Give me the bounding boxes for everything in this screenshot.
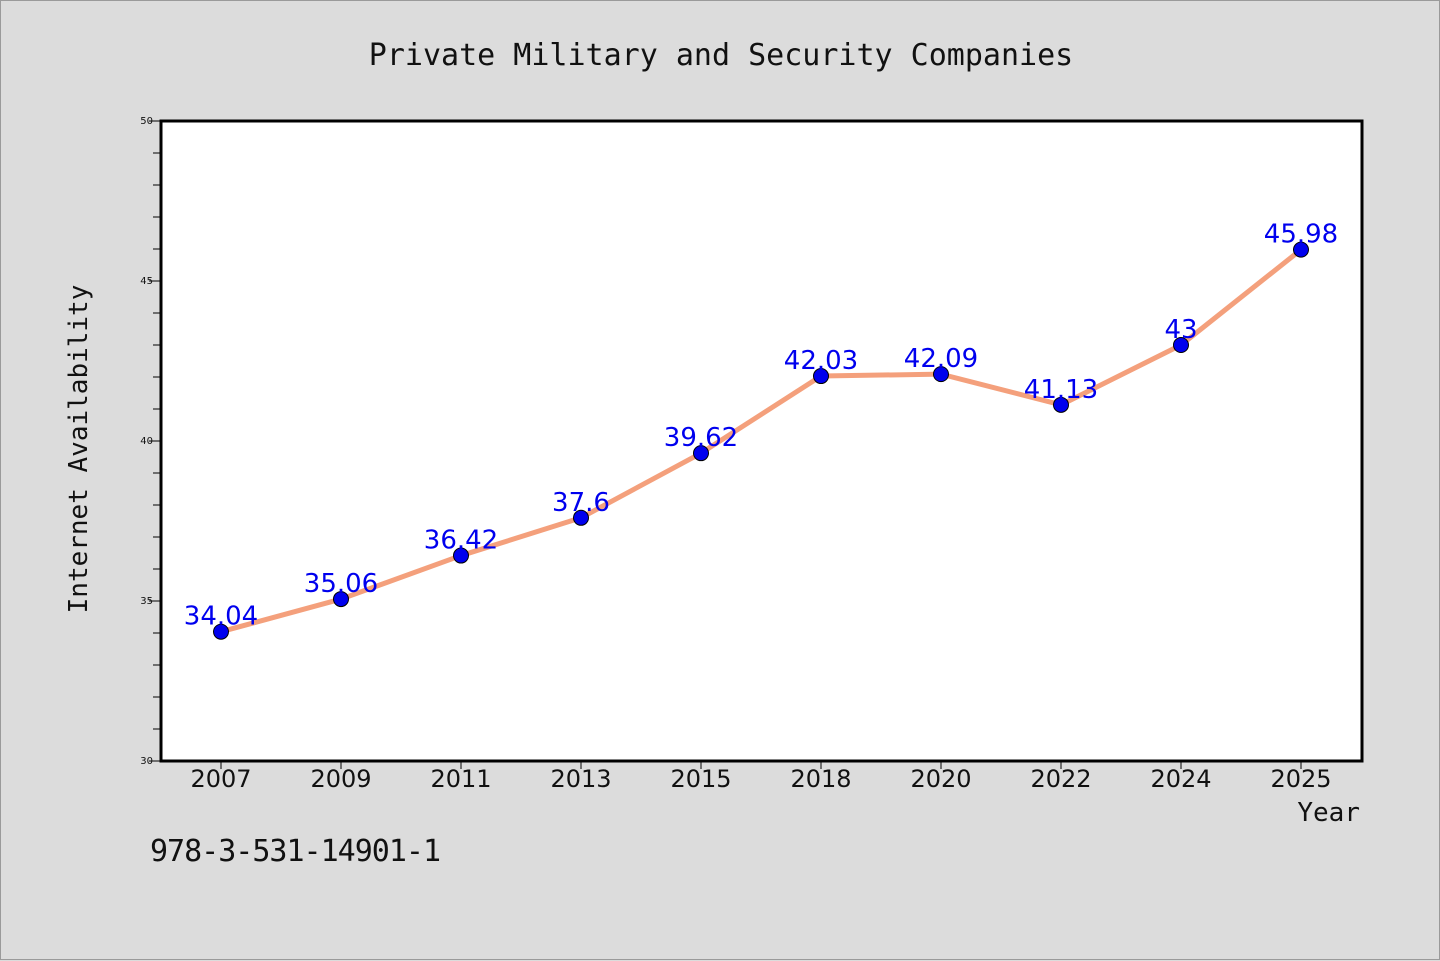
- x-tick-label: 2025: [1270, 765, 1331, 793]
- data-label: 34.04: [184, 602, 258, 632]
- data-label: 42.09: [904, 344, 978, 374]
- y-tick-label: 50: [140, 116, 153, 127]
- data-label: 41.13: [1024, 375, 1098, 405]
- chart-title: Private Military and Security Companies: [369, 38, 1073, 73]
- data-point: [333, 591, 349, 608]
- data-point: [813, 368, 829, 385]
- data-point: [453, 547, 469, 564]
- data-label: 37.6: [552, 488, 610, 518]
- x-tick-label: 2020: [910, 765, 971, 793]
- data-label: 35.06: [304, 569, 378, 599]
- y-tick-label: 30: [140, 756, 153, 767]
- x-tick-label: 2015: [670, 765, 731, 793]
- y-axis-label: Internet Availability: [64, 285, 94, 614]
- data-point: [213, 623, 229, 640]
- series-layer: 34.04 35.06 36.42 37.6 39.62 42.03 42.09 41.13 4…: [184, 220, 1338, 640]
- x-tick-label: 2024: [1150, 765, 1211, 793]
- data-point: [693, 445, 709, 462]
- data-point: [1053, 396, 1069, 413]
- data-label: 36.42: [424, 526, 498, 556]
- x-tick-label: 2007: [190, 765, 251, 793]
- x-axis: 2007 2009 2011 2013 2015 2018 2020 2022 2024 2025: [190, 761, 1332, 793]
- y-tick-label: 35: [140, 596, 153, 607]
- data-label: 42.03: [784, 346, 858, 376]
- data-point: [1293, 241, 1309, 258]
- y-axis: 30 35 40 45 50: [140, 116, 161, 767]
- data-label: 43: [1164, 315, 1197, 345]
- data-point: [573, 509, 589, 526]
- data-point: [1173, 337, 1189, 353]
- x-axis-label: Year: [1297, 798, 1360, 828]
- footer-code: 978-3-531-14901-1: [150, 834, 441, 869]
- y-tick-label: 45: [140, 276, 153, 287]
- y-tick-label: 40: [140, 436, 153, 447]
- data-point: [933, 366, 949, 383]
- x-tick-label: 2011: [430, 765, 491, 793]
- x-tick-label: 2022: [1030, 765, 1091, 793]
- plot-area: [159, 119, 1364, 763]
- data-label: 39.62: [664, 423, 738, 453]
- x-tick-label: 2013: [550, 765, 611, 793]
- series-line: [218, 247, 1304, 635]
- x-tick-label: 2009: [310, 765, 371, 793]
- data-label: 45.98: [1264, 220, 1338, 250]
- x-tick-label: 2018: [790, 765, 851, 793]
